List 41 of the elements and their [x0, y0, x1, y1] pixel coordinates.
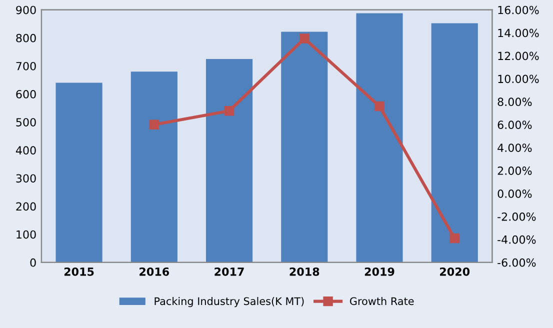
y2-tick-label: -6.00%: [498, 258, 536, 267]
point: [300, 34, 310, 44]
bar: [56, 82, 102, 262]
y2-tick-label: 4.00%: [498, 144, 532, 152]
y-tick-label: 200: [16, 202, 36, 211]
y2-tick-label: 8.00%: [498, 98, 532, 106]
y-tick-label: 800: [16, 34, 36, 42]
x-tick-label: 2015: [64, 267, 94, 276]
bar: [206, 58, 253, 262]
x-tick-label: 2016: [140, 267, 170, 276]
x-tick-label: 2019: [364, 267, 394, 276]
bar: [281, 32, 328, 262]
y2-tick-label: -4.00%: [498, 235, 536, 244]
y-tick-label: 0: [30, 258, 36, 267]
bar: [356, 13, 403, 262]
bar: [130, 72, 178, 262]
point: [224, 106, 234, 116]
y2-tick-label: 10.00%: [498, 74, 539, 84]
legend-label: Packing Industry Sales(K MT): [154, 297, 304, 308]
y2-tick-label: 12.00%: [498, 52, 539, 60]
point: [450, 233, 460, 244]
y-tick-label: 600: [16, 90, 36, 98]
y-tick-label: 500: [16, 118, 36, 126]
y2-tick-label: 2.00%: [498, 166, 532, 175]
y2-tick-label: 0.00%: [498, 189, 532, 198]
x-tick-label: 2018: [290, 267, 320, 276]
x-tick-label: 2020: [440, 267, 470, 276]
bar: [431, 23, 478, 262]
point: [374, 101, 384, 112]
y-tick-label: 400: [16, 146, 36, 155]
y-tick-label: 100: [16, 230, 36, 239]
x-tick-label: 2017: [214, 267, 244, 276]
y-tick-label: 700: [16, 62, 36, 70]
y2-tick-label: 16.00%: [498, 6, 539, 14]
y-tick-label: 300: [16, 174, 36, 183]
y-tick-label: 900: [16, 6, 36, 14]
y2-tick-label: 14.00%: [498, 28, 539, 38]
legend-label: Growth Rate: [350, 297, 414, 306]
y2-tick-label: -2.00%: [498, 212, 536, 221]
point: [149, 120, 160, 130]
y2-tick-label: 6.00%: [498, 120, 532, 130]
